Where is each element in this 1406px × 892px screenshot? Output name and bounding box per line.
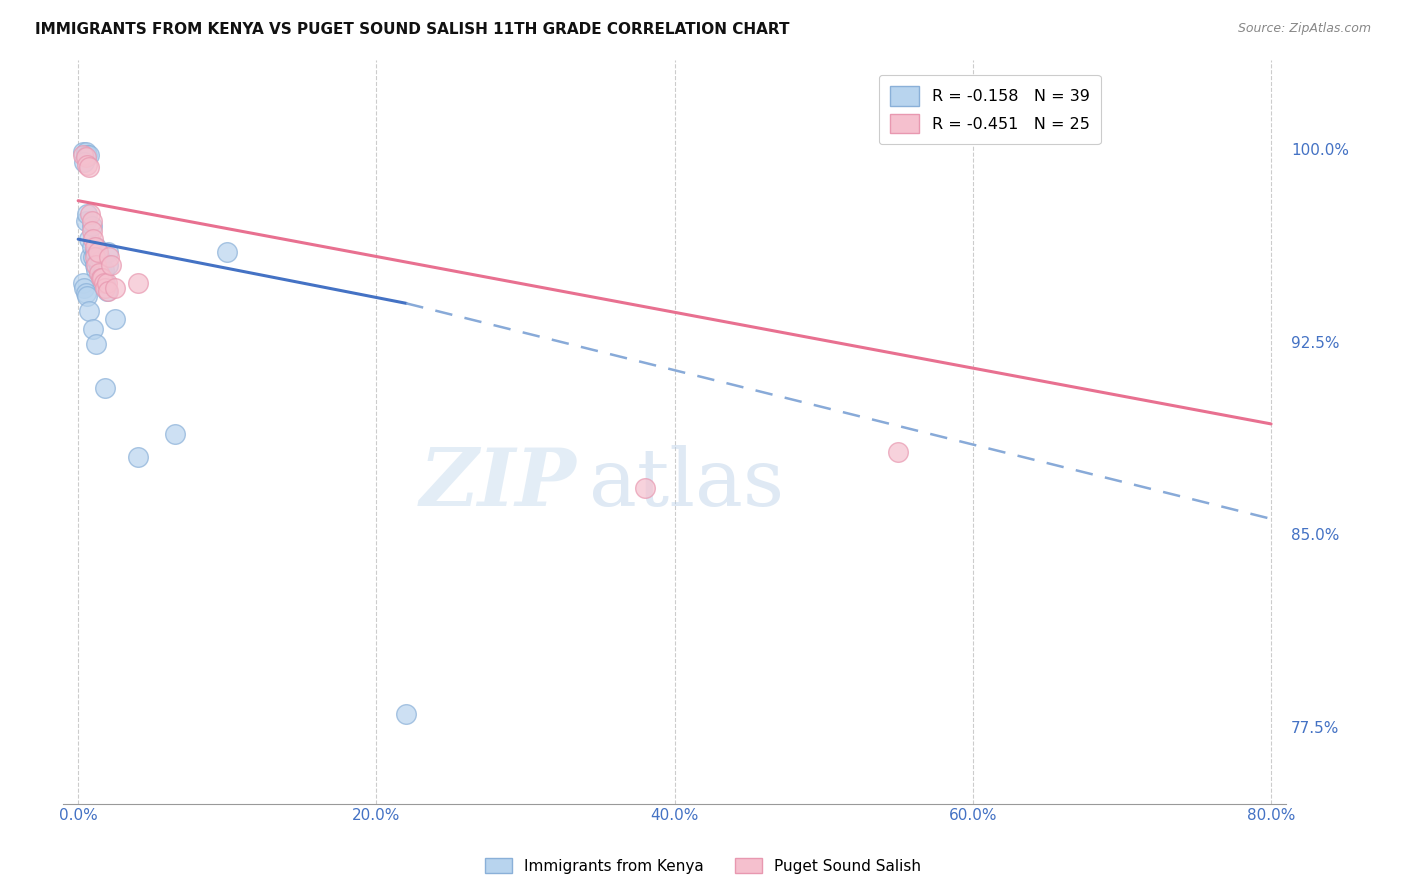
Point	[97, 284, 120, 298]
Point	[91, 266, 114, 280]
Point	[75, 214, 97, 228]
Point	[80, 214, 103, 228]
Legend: R = -0.158   N = 39, R = -0.451   N = 25: R = -0.158 N = 39, R = -0.451 N = 25	[879, 75, 1101, 145]
Point	[77, 304, 100, 318]
Point	[87, 250, 110, 264]
Text: IMMIGRANTS FROM KENYA VS PUGET SOUND SALISH 11TH GRADE CORRELATION CHART: IMMIGRANTS FROM KENYA VS PUGET SOUND SAL…	[35, 22, 790, 37]
Point	[72, 145, 94, 159]
Point	[79, 206, 101, 220]
Point	[94, 381, 117, 395]
Point	[77, 232, 100, 246]
Point	[82, 250, 104, 264]
Point	[94, 281, 117, 295]
Point	[94, 276, 117, 290]
Point	[72, 147, 94, 161]
Point	[93, 263, 115, 277]
Point	[80, 219, 103, 234]
Point	[76, 206, 98, 220]
Point	[83, 250, 105, 264]
Point	[127, 276, 149, 290]
Text: Source: ZipAtlas.com: Source: ZipAtlas.com	[1237, 22, 1371, 36]
Point	[104, 281, 127, 295]
Point	[75, 150, 97, 164]
Point	[86, 255, 108, 269]
Point	[634, 481, 657, 495]
Point	[75, 286, 97, 301]
Point	[127, 450, 149, 465]
Point	[84, 240, 107, 254]
Point	[90, 252, 112, 267]
Point	[76, 147, 98, 161]
Point	[83, 240, 105, 254]
Point	[98, 250, 121, 264]
Point	[96, 276, 118, 290]
Point	[83, 258, 105, 272]
Point	[91, 270, 114, 285]
Point	[887, 445, 910, 459]
Point	[217, 245, 239, 260]
Point	[72, 276, 94, 290]
Legend: Immigrants from Kenya, Puget Sound Salish: Immigrants from Kenya, Puget Sound Salis…	[478, 852, 928, 880]
Point	[79, 250, 101, 264]
Point	[86, 245, 108, 260]
Point	[86, 245, 108, 260]
Point	[82, 232, 104, 246]
Point	[96, 284, 118, 298]
Point	[97, 258, 120, 272]
Point	[84, 337, 107, 351]
Point	[87, 260, 110, 275]
Text: ZIP: ZIP	[420, 445, 576, 523]
Point	[73, 155, 96, 169]
Point	[84, 263, 107, 277]
Point	[104, 311, 127, 326]
Point	[80, 240, 103, 254]
Point	[87, 266, 110, 280]
Point	[100, 258, 122, 272]
Point	[90, 270, 112, 285]
Point	[77, 147, 100, 161]
Point	[73, 281, 96, 295]
Point	[75, 145, 97, 159]
Point	[93, 276, 115, 290]
Point	[82, 322, 104, 336]
Point	[80, 225, 103, 239]
Point	[83, 245, 105, 260]
Point	[165, 427, 187, 442]
Point	[77, 161, 100, 175]
Point	[76, 288, 98, 302]
Point	[84, 258, 107, 272]
Point	[76, 158, 98, 172]
Point	[395, 706, 418, 721]
Text: atlas: atlas	[589, 445, 785, 523]
Point	[97, 245, 120, 260]
